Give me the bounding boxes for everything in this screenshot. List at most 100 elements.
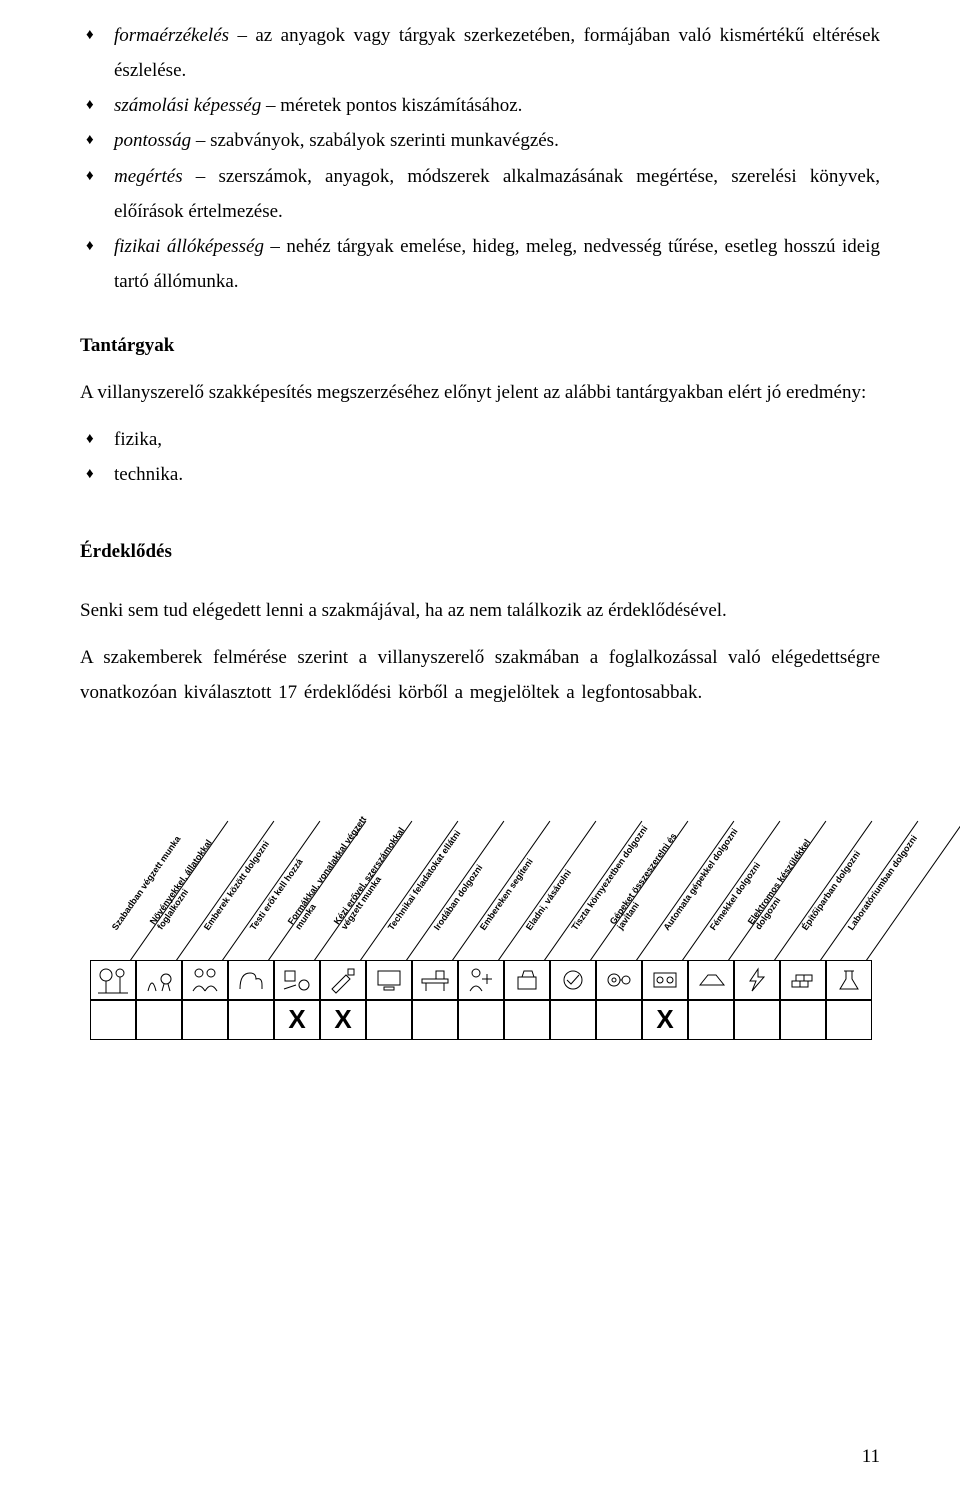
chart-x-row: XXX <box>80 1000 880 1040</box>
chart-mark-col <box>136 1000 182 1040</box>
skill-term: formaérzékelés <box>114 25 229 46</box>
chart-icon-col <box>596 960 642 1000</box>
skill-term: megértés <box>114 166 183 187</box>
chart-mark-box <box>550 1000 596 1040</box>
chart-label-col: Fémekkel dolgozni <box>688 810 734 960</box>
chart-mark-col <box>504 1000 550 1040</box>
chart-mark-box <box>228 1000 274 1040</box>
skills-list-item: megértés – szerszámok, anyagok, módszere… <box>80 159 880 229</box>
para-erdeklodes-1: Senki sem tud elégedett lenni a szakmájá… <box>80 593 880 628</box>
chart-mark-col: X <box>320 1000 366 1040</box>
chart-mark-col <box>780 1000 826 1040</box>
subjects-list-item: fizika, <box>80 422 880 457</box>
chart-icon-col <box>550 960 596 1000</box>
skills-list-item: pontosság – szabványok, szabályok szerin… <box>80 123 880 158</box>
chart-mark-col <box>688 1000 734 1040</box>
page-number: 11 <box>862 1446 880 1468</box>
skill-rest: – az anyagok vagy tárgyak szerkezetében,… <box>114 25 880 81</box>
skill-term: pontosság <box>114 130 191 151</box>
chart-mark-col <box>596 1000 642 1040</box>
chart-icon-box <box>826 960 872 1000</box>
para-erdeklodes-2: A szakemberek felmérése szerint a villan… <box>80 640 880 710</box>
skills-list-item: számolási képesség – méretek pontos kisz… <box>80 88 880 123</box>
chart-label-col: Formákkal, vonalakkal végzett munka <box>274 810 320 960</box>
chart-label-col: Tiszta környezetben dolgozni <box>550 810 596 960</box>
chart-mark-box <box>90 1000 136 1040</box>
chart-mark-box <box>734 1000 780 1040</box>
chart-label-col: Technikai feladatokat ellátni <box>366 810 412 960</box>
chart-icon-box <box>780 960 826 1000</box>
chart-icon-col <box>688 960 734 1000</box>
interest-chart: Szabadban végzett munkaNövényekkel, álla… <box>80 750 880 1040</box>
chart-mark-col <box>458 1000 504 1040</box>
chart-label-col: Irodában dolgozni <box>412 810 458 960</box>
chart-mark-col: X <box>274 1000 320 1040</box>
chart-mark-box <box>182 1000 228 1040</box>
chart-icon-col <box>642 960 688 1000</box>
chart-mark-col <box>366 1000 412 1040</box>
chart-icon-col <box>228 960 274 1000</box>
chart-label-col: Növényekkel, állatokkal foglalkozni <box>136 810 182 960</box>
chart-icon-box <box>136 960 182 1000</box>
chart-label-col: Kézi erővel, szerszámokkal végzett munka <box>320 810 366 960</box>
chart-mark-box <box>688 1000 734 1040</box>
chart-icon-box <box>90 960 136 1000</box>
chart-label-col: Automata gépekkel dolgozni <box>642 810 688 960</box>
chart-mark-box <box>596 1000 642 1040</box>
chart-labels-row: Szabadban végzett munkaNövényekkel, álla… <box>80 750 880 960</box>
chart-icon-col <box>182 960 228 1000</box>
chart-icon-box <box>688 960 734 1000</box>
chart-icon-box <box>596 960 642 1000</box>
chart-icon-box <box>734 960 780 1000</box>
chart-mark-col <box>734 1000 780 1040</box>
skill-rest: – szabványok, szabályok szerinti munkavé… <box>191 130 559 151</box>
chart-mark-box: X <box>320 1000 366 1040</box>
skills-list: formaérzékelés – az anyagok vagy tárgyak… <box>80 18 880 299</box>
chart-mark-box <box>366 1000 412 1040</box>
chart-mark-box <box>780 1000 826 1040</box>
chart-icon-col <box>504 960 550 1000</box>
chart-mark-col <box>826 1000 872 1040</box>
chart-label-col: Gépeket összeszerelni és javítani <box>596 810 642 960</box>
chart-mark-col <box>412 1000 458 1040</box>
chart-label-col: Embereken segíteni <box>458 810 504 960</box>
chart-icon-col <box>780 960 826 1000</box>
skills-list-item: formaérzékelés – az anyagok vagy tárgyak… <box>80 18 880 88</box>
chart-icon-col <box>734 960 780 1000</box>
heading-tantargyak: Tantárgyak <box>80 335 880 357</box>
chart-icon-box <box>642 960 688 1000</box>
chart-mark-box <box>504 1000 550 1040</box>
chart-icon-box <box>274 960 320 1000</box>
chart-label-col: Emberek között dolgozni <box>182 810 228 960</box>
chart-icon-box <box>320 960 366 1000</box>
skills-list-item: fizikai állóképesség – nehéz tárgyak eme… <box>80 229 880 299</box>
subjects-list: fizika,technika. <box>80 422 880 492</box>
chart-mark-col <box>228 1000 274 1040</box>
chart-icon-box <box>504 960 550 1000</box>
skill-rest: – méretek pontos kiszámításához. <box>261 95 522 116</box>
chart-icon-col <box>90 960 136 1000</box>
chart-icons-row <box>80 960 880 1000</box>
chart-mark-box: X <box>642 1000 688 1040</box>
chart-label-text: Laboratóriumban dolgozni <box>846 833 919 932</box>
chart-label-col: Szabadban végzett munka <box>90 810 136 960</box>
chart-icon-col <box>366 960 412 1000</box>
chart-icon-col <box>826 960 872 1000</box>
skill-term: számolási képesség <box>114 95 261 116</box>
chart-icon-box <box>412 960 458 1000</box>
chart-mark-box <box>412 1000 458 1040</box>
chart-icon-box <box>182 960 228 1000</box>
heading-erdeklodes: Érdeklődés <box>80 541 880 563</box>
chart-label-col: Testi erőt kell hozzá <box>228 810 274 960</box>
chart-label-col: Laboratóriumban dolgozni <box>826 810 872 960</box>
skill-rest: – szerszámok, anyagok, módszerek alkalma… <box>114 166 880 222</box>
skill-term: fizikai állóképesség <box>114 236 264 257</box>
chart-mark-box <box>458 1000 504 1040</box>
chart-icon-col <box>412 960 458 1000</box>
chart-icon-col <box>458 960 504 1000</box>
subjects-list-item: technika. <box>80 457 880 492</box>
chart-mark-col <box>182 1000 228 1040</box>
chart-label-col: Eladni, vásárolni <box>504 810 550 960</box>
chart-mark-col <box>550 1000 596 1040</box>
chart-mark-box <box>136 1000 182 1040</box>
